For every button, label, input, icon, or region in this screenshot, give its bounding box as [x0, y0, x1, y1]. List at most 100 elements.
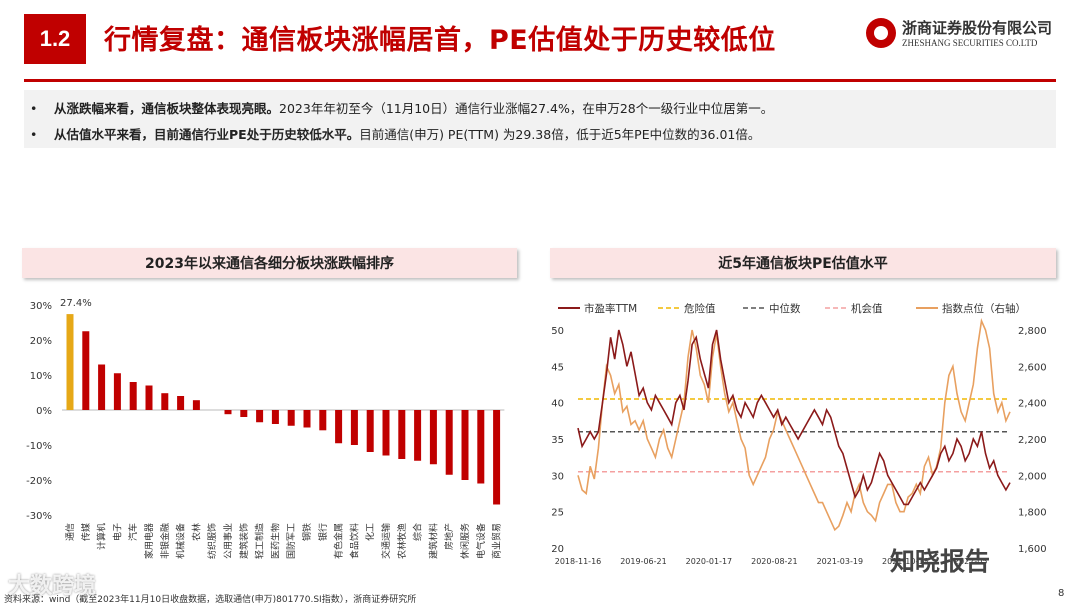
y-tick-label: 45 — [551, 362, 564, 373]
x-tick-label: 建筑装饰 — [238, 523, 250, 559]
y-tick-label: 40 — [551, 399, 564, 410]
y2-tick-label: 2,200 — [1018, 435, 1047, 446]
page-title: 行情复盘：通信板块涨幅居首，PE估值处于历史较低位 — [104, 25, 776, 56]
y2-tick-label: 2,000 — [1018, 471, 1047, 482]
x-tick-label: 2021-03-19 — [817, 557, 864, 566]
y-tick-label: 25 — [551, 508, 564, 519]
bar — [287, 410, 295, 426]
section-number: 1.2 — [24, 14, 86, 64]
x-tick-label: 2019-06-21 — [620, 557, 667, 566]
y2-tick-label: 2,600 — [1018, 362, 1047, 373]
bar — [82, 331, 90, 410]
y2-tick-label: 1,800 — [1018, 508, 1047, 519]
logo-name-cn: 浙商证券股份有限公司 — [902, 19, 1053, 37]
company-logo: 浙商证券股份有限公司 ZHESHANG SECURITIES CO.LTD — [866, 16, 1056, 56]
bar — [192, 400, 200, 410]
x-tick-label: 2020-01-17 — [686, 557, 733, 566]
bullet-heading: 从涨跌幅来看，通信板块整体表现亮眼。 — [54, 101, 280, 116]
x-tick-label: 非银金融 — [159, 523, 171, 559]
title-divider — [24, 79, 1056, 82]
y-tick-label: -10% — [26, 441, 52, 452]
x-tick-label: 综合 — [412, 523, 424, 541]
x-tick-label: 钢铁 — [301, 523, 313, 541]
x-tick-label: 化工 — [364, 523, 376, 541]
x-tick-label: 家用电器 — [143, 523, 155, 559]
pe-line-chart: 市盈率TTM 危险值 中位数 机会值 指数点位（右轴） 50 45 40 35 30 25 20 2,8… — [551, 302, 1047, 566]
legend-label: 指数点位（右轴） — [942, 302, 1026, 315]
x-tick-label: 交通运输 — [380, 523, 392, 559]
x-tick-label: 2020-08-21 — [751, 557, 798, 566]
page-number: 8 — [1058, 588, 1065, 599]
legend-label: 机会值 — [851, 302, 883, 315]
y2-tick-label: 1,600 — [1018, 544, 1047, 555]
bullet-dot: • — [30, 127, 38, 142]
y-tick-label: 0% — [36, 406, 52, 417]
bar-chart-title: 2023年以来通信各细分板块涨跌幅排序 — [22, 248, 517, 278]
bar — [335, 410, 343, 444]
x-tick-label: 2022-05 — [954, 557, 987, 566]
bar — [113, 373, 121, 410]
x-tick-label: 国防军工 — [285, 523, 297, 559]
x-tick-label: 通信 — [64, 523, 76, 541]
bar — [414, 410, 422, 461]
bar — [224, 410, 232, 415]
logo-name-en: ZHESHANG SECURITIES CO.LTD — [902, 38, 1038, 48]
bar — [493, 410, 501, 505]
x-tick-label: 医药生物 — [269, 523, 281, 559]
y-tick-label: 20% — [30, 336, 52, 347]
bar — [256, 410, 264, 423]
bar — [303, 410, 311, 428]
x-tick-label: 休闲服务 — [459, 523, 471, 559]
bar — [66, 314, 74, 410]
line-chart-title: 近5年通信板块PE估值水平 — [550, 248, 1056, 278]
x-tick-label: 计算机 — [96, 523, 108, 550]
x-tick-label: 轻工制造 — [254, 523, 266, 559]
bar — [129, 382, 137, 410]
x-tick-label: 传媒 — [80, 523, 92, 541]
x-tick-label: 银行 — [317, 523, 329, 541]
y-tick-label: 35 — [551, 435, 564, 446]
bar — [177, 396, 185, 410]
bar — [382, 410, 390, 456]
y-tick-label: 20 — [551, 544, 564, 555]
x-tick-label: 建筑材料 — [427, 523, 439, 559]
index-series-line — [577, 318, 1011, 532]
watermark-right: 知晓报告 — [890, 547, 991, 576]
bullet-text: 2023年年初至今（11月10日）通信行业涨幅27.4%，在申万28个一级行业中… — [279, 101, 774, 116]
x-tick-label: 商业贸易 — [491, 523, 503, 559]
highlight-data-label: 27.4% — [60, 298, 92, 309]
bar — [161, 393, 169, 410]
bar-chart: 30% 20% 10% 0% -10% -20% -30% 通信 传媒 计算机 电子 汽车 家用电器 非银… — [26, 298, 505, 559]
x-tick-label: 2021-10-15 — [882, 557, 929, 566]
y-tick-label: 10% — [30, 371, 52, 382]
x-tick-label: 农林 — [190, 523, 202, 541]
x-tick-label: 电子 — [111, 523, 123, 541]
summary-box: • 从涨跌幅来看，通信板块整体表现亮眼。2023年年初至今（11月10日）通信行业… — [24, 90, 1056, 148]
x-tick-label: 汽车 — [127, 523, 139, 541]
x-tick-label: 有色金属 — [333, 523, 345, 559]
bullet-text: 目前通信(申万) PE(TTM) 为29.38倍，低于近5年PE中位数的36.0… — [359, 127, 761, 142]
bar — [366, 410, 374, 452]
y-tick-label: 30 — [551, 471, 564, 482]
x-tick-label: 食品饮料 — [348, 523, 360, 559]
y-tick-label: 30% — [30, 301, 52, 312]
pe-ttm-series-line — [577, 329, 1011, 506]
x-tick-label: 2018-11-16 — [555, 557, 602, 566]
bar — [461, 410, 469, 480]
x-tick-label: 房地产 — [443, 523, 455, 550]
x-tick-label: 公用事业 — [222, 523, 234, 559]
bar — [398, 410, 406, 459]
bar — [477, 410, 485, 484]
y-tick-label: 50 — [551, 326, 564, 337]
y2-tick-label: 2,400 — [1018, 399, 1047, 410]
bar — [350, 410, 358, 445]
source-note: 资料来源：wind（截至2023年11月10日收盘数据，选取通信(申万)8017… — [4, 595, 417, 605]
bar — [429, 410, 437, 465]
summary-bullet-1: • 从涨跌幅来看，通信板块整体表现亮眼。2023年年初至今（11月10日）通信行业… — [30, 98, 773, 117]
legend-label: 市盈率TTM — [584, 302, 637, 315]
bar — [240, 410, 248, 417]
bar — [319, 410, 327, 431]
bar — [271, 410, 279, 424]
bar — [145, 385, 153, 410]
